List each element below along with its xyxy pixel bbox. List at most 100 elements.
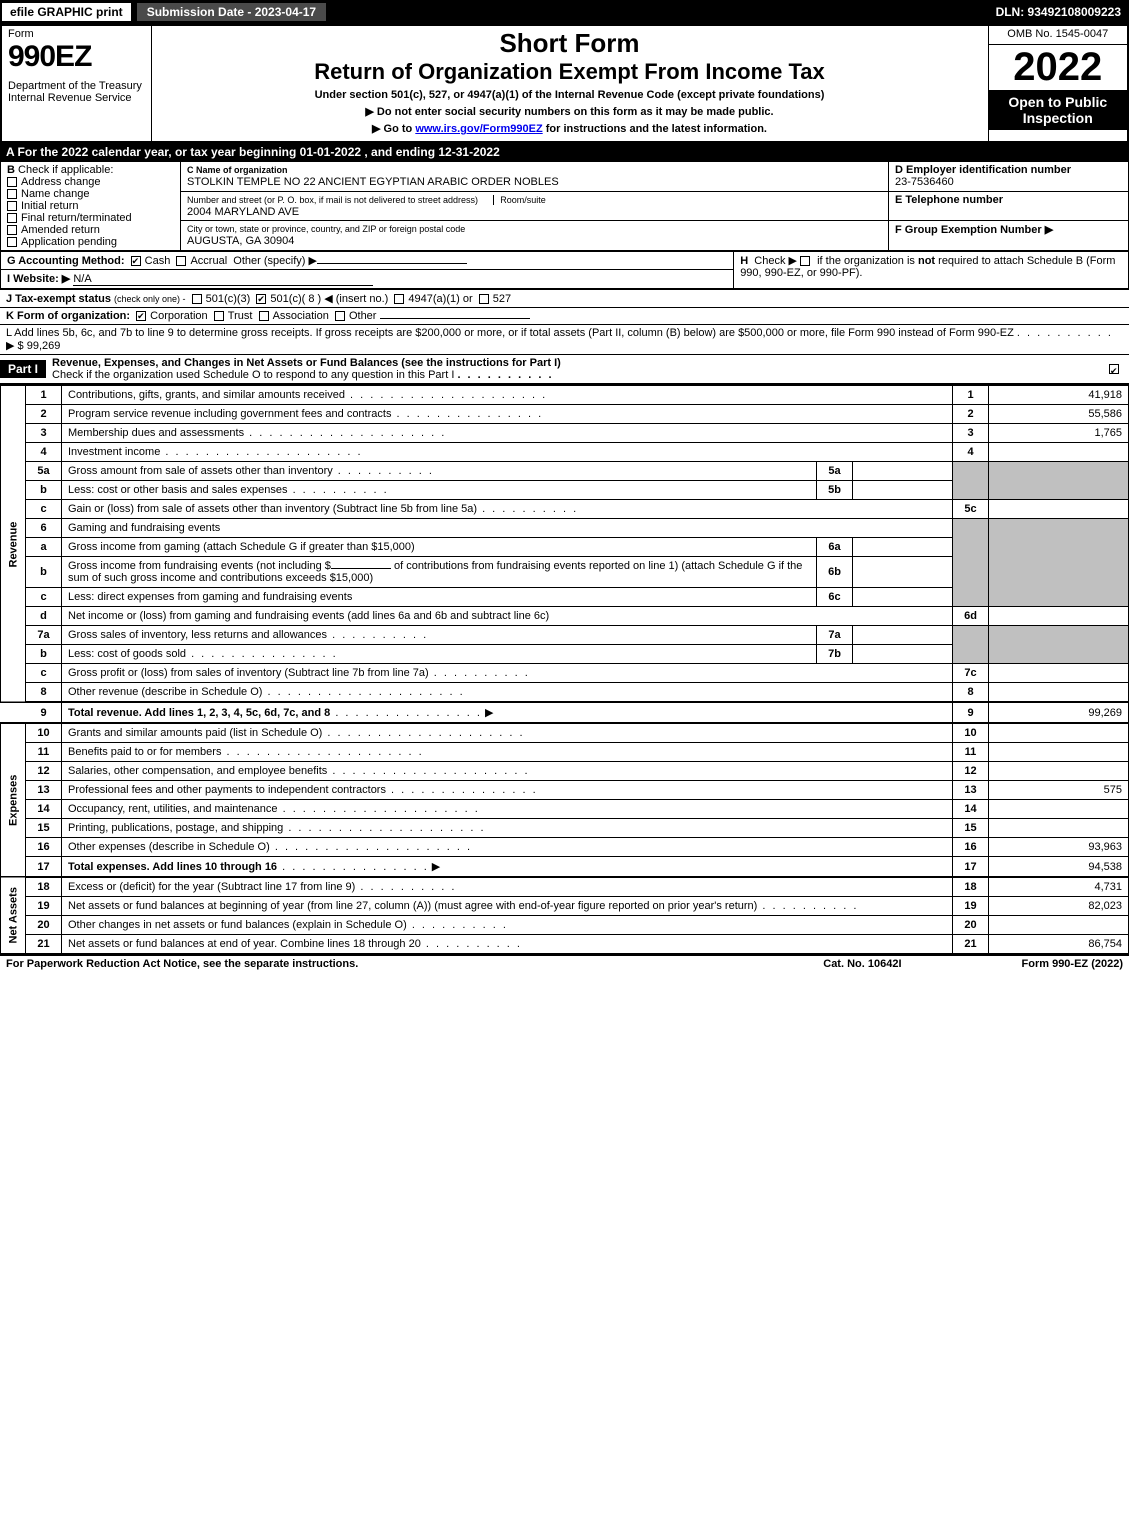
- line-21-ref: 21: [953, 935, 989, 954]
- sub-instr-1: Under section 501(c), 527, or 4947(a)(1)…: [158, 89, 982, 101]
- checkbox-application-pending[interactable]: [7, 237, 17, 247]
- footer-cat-no: Cat. No. 10642I: [823, 958, 901, 970]
- line-21-text: Net assets or fund balances at end of ye…: [68, 938, 421, 950]
- line-6d-num: d: [26, 607, 62, 626]
- part-1-check-line: Check if the organization used Schedule …: [52, 369, 454, 381]
- section-d-label: D Employer identification number: [895, 164, 1071, 176]
- line-7b-sub: 7b: [817, 645, 853, 664]
- trust-label: Trust: [228, 310, 253, 322]
- line-7b-sub-amt: [853, 645, 953, 664]
- section-b-sub: Check if applicable:: [18, 164, 113, 176]
- line-19-ref: 19: [953, 897, 989, 916]
- line-11-text: Benefits paid to or for members: [68, 746, 221, 758]
- line-15-amount: [989, 819, 1129, 838]
- corp-label: Corporation: [150, 310, 207, 322]
- line-3-amount: 1,765: [989, 424, 1129, 443]
- section-j-label: J Tax-exempt status: [6, 293, 111, 305]
- section-a-tax-year: A For the 2022 calendar year, or tax yea…: [0, 143, 1129, 161]
- line-6-text: Gaming and fundraising events: [62, 519, 953, 538]
- line-18-num: 18: [26, 877, 62, 897]
- checkbox-501c[interactable]: [256, 294, 266, 304]
- section-l: L Add lines 5b, 6c, and 7b to line 9 to …: [0, 324, 1129, 354]
- line-11-amount: [989, 743, 1129, 762]
- footer-form-ref: Form 990-EZ (2022): [1022, 958, 1123, 970]
- checkbox-accrual[interactable]: [176, 256, 186, 266]
- section-h-label: H: [740, 255, 748, 267]
- efile-print-button[interactable]: efile GRAPHIC print: [0, 1, 133, 23]
- checkbox-schedule-o-part1[interactable]: [1109, 364, 1119, 374]
- line-10-num: 10: [26, 723, 62, 743]
- checkbox-address-change[interactable]: [7, 177, 17, 187]
- line-12-amount: [989, 762, 1129, 781]
- line-3-text: Membership dues and assessments: [68, 427, 244, 439]
- street-address: 2004 MARYLAND AVE: [187, 206, 299, 218]
- line-8-ref: 8: [953, 683, 989, 703]
- line-18-amount: 4,731: [989, 877, 1129, 897]
- line-5b-num: b: [26, 481, 62, 500]
- checkbox-4947a1[interactable]: [394, 294, 404, 304]
- line-21-amount: 86,754: [989, 935, 1129, 954]
- line-12-ref: 12: [953, 762, 989, 781]
- line-14-text: Occupancy, rent, utilities, and maintena…: [68, 803, 278, 815]
- line-2-num: 2: [26, 405, 62, 424]
- line-7a-sub-amt: [853, 626, 953, 645]
- line-4-amount: [989, 443, 1129, 462]
- section-g-label: G Accounting Method:: [7, 255, 125, 267]
- checkbox-other-org[interactable]: [335, 311, 345, 321]
- dln: DLN: 93492108009223: [988, 3, 1129, 21]
- line-5c-ref: 5c: [953, 500, 989, 519]
- other-specify-field[interactable]: [317, 263, 467, 264]
- sub-instr-2: ▶ Do not enter social security numbers o…: [158, 105, 982, 118]
- checkbox-cash[interactable]: [131, 256, 141, 266]
- cb-initial-return-label: Initial return: [21, 200, 78, 212]
- line-18-text: Excess or (deficit) for the year (Subtra…: [68, 881, 355, 893]
- form-number: 990EZ: [8, 40, 145, 74]
- line-17-num: 17: [26, 857, 62, 878]
- line-10-amount: [989, 723, 1129, 743]
- checkbox-name-change[interactable]: [7, 189, 17, 199]
- line-2-ref: 2: [953, 405, 989, 424]
- section-l-amt-label: ▶ $: [6, 340, 24, 352]
- checkbox-527[interactable]: [479, 294, 489, 304]
- line-3-num: 3: [26, 424, 62, 443]
- checkbox-final-return[interactable]: [7, 213, 17, 223]
- line-21-num: 21: [26, 935, 62, 954]
- inspection-notice: Open to Public Inspection: [989, 90, 1128, 130]
- line-17-text: Total expenses. Add lines 10 through 16: [68, 861, 277, 873]
- checkbox-trust[interactable]: [214, 311, 224, 321]
- line-19-amount: 82,023: [989, 897, 1129, 916]
- submission-date: Submission Date - 2023-04-17: [135, 1, 328, 23]
- checkbox-corporation[interactable]: [136, 311, 146, 321]
- irs-link[interactable]: www.irs.gov/Form990EZ: [415, 123, 542, 135]
- line-5c-amount: [989, 500, 1129, 519]
- checkbox-amended-return[interactable]: [7, 225, 17, 235]
- checkbox-initial-return[interactable]: [7, 201, 17, 211]
- website-value: N/A: [73, 273, 373, 286]
- section-f-label: F Group Exemption Number ▶: [895, 224, 1053, 236]
- checkbox-501c3[interactable]: [192, 294, 202, 304]
- section-k: K Form of organization: Corporation Trus…: [0, 307, 1129, 324]
- part-1-header: Part I Revenue, Expenses, and Changes in…: [0, 354, 1129, 385]
- expenses-section-label: Expenses: [1, 723, 26, 877]
- other-org-field[interactable]: [380, 318, 530, 319]
- line-5a-sub-amt: [853, 462, 953, 481]
- line-2-amount: 55,586: [989, 405, 1129, 424]
- tax-year: 2022: [989, 45, 1128, 90]
- line-14-amount: [989, 800, 1129, 819]
- page-footer: For Paperwork Reduction Act Notice, see …: [0, 954, 1129, 972]
- line-6d-text: Net income or (loss) from gaming and fun…: [68, 610, 549, 622]
- checkbox-schedule-b[interactable]: [800, 256, 810, 266]
- line-6c-num: c: [26, 588, 62, 607]
- line-1-num: 1: [26, 386, 62, 405]
- line-17-amount: 94,538: [989, 857, 1129, 878]
- main-title: Return of Organization Exempt From Incom…: [158, 59, 982, 85]
- line-6d-ref: 6d: [953, 607, 989, 626]
- line-10-ref: 10: [953, 723, 989, 743]
- top-bar: efile GRAPHIC print Submission Date - 20…: [0, 0, 1129, 24]
- line-8-text: Other revenue (describe in Schedule O): [68, 686, 262, 698]
- cb-address-change-label: Address change: [21, 176, 101, 188]
- checkbox-association[interactable]: [259, 311, 269, 321]
- footer-left: For Paperwork Reduction Act Notice, see …: [6, 958, 823, 970]
- org-info-table: B Check if applicable: Address change Na…: [0, 161, 1129, 251]
- line-10-text: Grants and similar amounts paid (list in…: [68, 727, 322, 739]
